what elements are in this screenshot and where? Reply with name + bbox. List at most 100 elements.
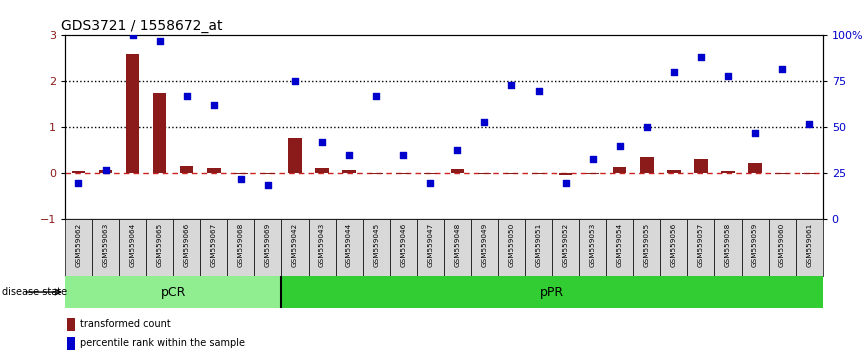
Bar	[262, 173, 275, 175]
Text: GSM559057: GSM559057	[698, 222, 704, 267]
Point	[802, 121, 816, 127]
Bar	[92, 219, 119, 276]
Text: GSM559046: GSM559046	[400, 222, 406, 267]
Bar	[288, 138, 301, 173]
Text: GSM559066: GSM559066	[184, 222, 190, 267]
Bar	[423, 173, 437, 175]
Text: GSM559047: GSM559047	[427, 222, 433, 267]
Bar	[65, 219, 92, 276]
Text: pPR: pPR	[540, 286, 564, 298]
Bar	[255, 219, 281, 276]
Bar	[741, 219, 769, 276]
Point	[532, 88, 546, 93]
Bar	[390, 219, 417, 276]
Point	[423, 180, 437, 185]
Bar	[667, 170, 681, 173]
Text: GSM559063: GSM559063	[102, 222, 108, 267]
Text: GSM559060: GSM559060	[779, 222, 785, 267]
Text: GSM559043: GSM559043	[319, 222, 325, 267]
Bar	[65, 276, 823, 308]
Bar	[417, 219, 443, 276]
Point	[694, 55, 708, 60]
Point	[152, 38, 166, 44]
Bar	[443, 219, 471, 276]
Point	[72, 180, 86, 185]
Text: GSM559059: GSM559059	[752, 222, 758, 267]
Bar	[315, 168, 329, 173]
Bar	[227, 219, 255, 276]
Text: disease state: disease state	[2, 287, 67, 297]
Bar	[640, 157, 654, 173]
Point	[450, 147, 464, 152]
Bar	[126, 54, 139, 173]
Point	[477, 119, 491, 125]
Point	[585, 156, 599, 161]
Bar	[478, 173, 491, 175]
Bar	[525, 219, 553, 276]
Bar	[180, 166, 193, 173]
Text: GSM559064: GSM559064	[130, 222, 136, 267]
Text: GSM559052: GSM559052	[563, 222, 569, 267]
Point	[234, 176, 248, 182]
Point	[261, 182, 275, 187]
Text: GSM559049: GSM559049	[481, 222, 488, 267]
Text: GSM559053: GSM559053	[590, 222, 596, 267]
Text: GSM559068: GSM559068	[238, 222, 244, 267]
Bar	[660, 219, 688, 276]
Point	[369, 93, 383, 99]
Point	[288, 79, 302, 84]
Bar	[579, 219, 606, 276]
Point	[126, 33, 139, 38]
Text: GSM559048: GSM559048	[455, 222, 461, 267]
Bar	[65, 276, 281, 308]
Bar	[586, 173, 599, 175]
Bar	[207, 168, 221, 173]
Bar	[796, 219, 823, 276]
Text: GSM559062: GSM559062	[75, 222, 81, 267]
Point	[613, 143, 627, 149]
Bar	[72, 171, 85, 173]
Bar	[281, 219, 308, 276]
Bar	[498, 219, 525, 276]
Point	[559, 180, 572, 185]
Bar	[200, 219, 227, 276]
Bar	[471, 219, 498, 276]
Bar	[68, 318, 75, 331]
Text: GSM559055: GSM559055	[643, 222, 650, 267]
Point	[315, 139, 329, 145]
Text: GSM559044: GSM559044	[346, 222, 352, 267]
Text: GSM559045: GSM559045	[373, 222, 379, 267]
Point	[775, 66, 789, 72]
Bar	[613, 167, 626, 173]
Point	[397, 152, 410, 158]
Bar	[397, 173, 410, 175]
Text: GSM559065: GSM559065	[157, 222, 163, 267]
Bar	[119, 219, 146, 276]
Bar	[363, 219, 390, 276]
Point	[667, 69, 681, 75]
Bar	[775, 173, 789, 175]
Bar	[559, 173, 572, 175]
Text: GDS3721 / 1558672_at: GDS3721 / 1558672_at	[61, 19, 223, 33]
Bar	[308, 219, 335, 276]
Bar	[553, 219, 579, 276]
Bar	[606, 219, 633, 276]
Point	[505, 82, 519, 88]
Text: transformed count: transformed count	[80, 319, 171, 329]
Bar	[99, 170, 113, 173]
Text: GSM559058: GSM559058	[725, 222, 731, 267]
Bar	[68, 337, 75, 350]
Text: GSM559054: GSM559054	[617, 222, 623, 267]
Bar	[532, 173, 546, 175]
Text: percentile rank within the sample: percentile rank within the sample	[80, 338, 245, 348]
Bar	[769, 219, 796, 276]
Bar	[281, 276, 823, 308]
Bar	[146, 219, 173, 276]
Bar	[342, 170, 356, 173]
Text: GSM559056: GSM559056	[671, 222, 677, 267]
Point	[99, 167, 113, 173]
Bar	[450, 169, 464, 173]
Bar	[335, 219, 363, 276]
Point	[721, 73, 735, 79]
Point	[640, 125, 654, 130]
